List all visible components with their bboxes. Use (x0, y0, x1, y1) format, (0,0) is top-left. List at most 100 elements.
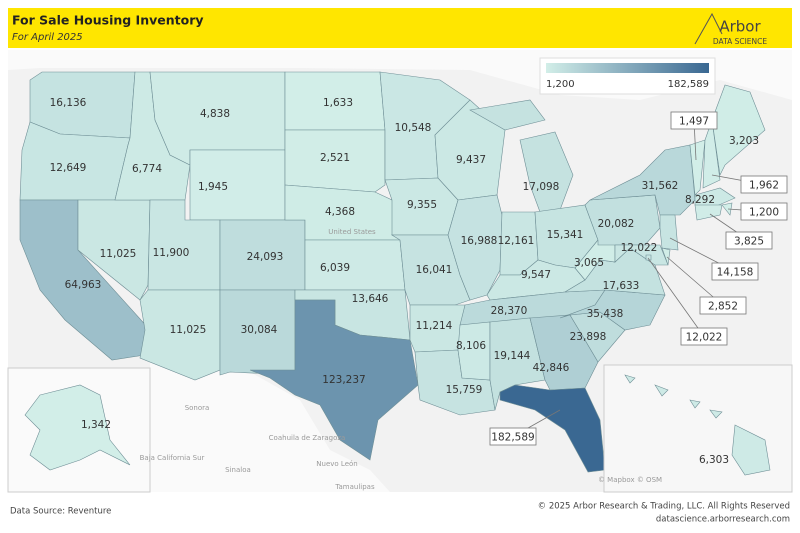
place-label: Tamaulipas (334, 483, 375, 491)
region-label: 35,438 (587, 308, 624, 320)
region-label: 12,161 (498, 235, 535, 247)
region-label: 2,852 (708, 301, 738, 313)
subtitle: For April 2025 (12, 32, 83, 43)
region (661, 247, 671, 266)
region-label: 14,158 (717, 267, 754, 279)
region-label: 1,342 (81, 419, 111, 431)
region-label: 28,370 (491, 305, 528, 317)
header-bar (8, 8, 792, 48)
callout-box (670, 111, 718, 130)
logo: Arbor (719, 18, 761, 36)
region-label: 23,898 (570, 331, 607, 343)
region (624, 374, 771, 476)
region-label: 11,025 (170, 324, 207, 336)
legend-max: 182,589 (668, 79, 709, 90)
callout-line (647, 257, 705, 337)
copyright: © 2025 Arbor Research & Trading, LLC. Al… (538, 502, 790, 512)
region-label: 6,039 (320, 262, 350, 274)
region-label: 9,437 (456, 154, 486, 166)
callout-box (699, 296, 747, 315)
region-label: 13,646 (352, 293, 389, 305)
region-label: 182,589 (491, 432, 534, 444)
region (711, 84, 766, 176)
region-label: 11,025 (100, 248, 137, 260)
region-label: 3,825 (734, 236, 764, 248)
region-label: 2,521 (320, 152, 350, 164)
region-label: 16,988 (461, 235, 498, 247)
region-label: 1,200 (749, 207, 779, 219)
land-south (150, 360, 390, 492)
region (689, 139, 706, 196)
region-label: 1,497 (679, 116, 709, 128)
region-label: 15,759 (446, 384, 483, 396)
region-label: 6,303 (699, 454, 729, 466)
region-label: 12,022 (686, 332, 723, 344)
region (659, 214, 679, 251)
region-label: 4,838 (200, 108, 230, 120)
region (614, 244, 669, 266)
region-label: 12,022 (621, 242, 658, 254)
place-label: Baja California Sur (140, 454, 205, 462)
callout-box (725, 231, 773, 250)
region (24, 384, 131, 471)
region-label: 31,562 (642, 180, 679, 192)
region-label: 9,547 (521, 269, 551, 281)
region-label: 64,963 (65, 279, 102, 291)
region (694, 187, 736, 209)
labels: 16,136 12,649 64,963 11,025 6,774 4,838 1,945 1… (50, 97, 788, 491)
hawaii-inset (603, 364, 793, 493)
region-label: 123,237 (322, 374, 365, 386)
region-label: 1,945 (198, 181, 228, 193)
region-label: 16,136 (50, 97, 87, 109)
callout-box (711, 262, 759, 281)
callout-box (740, 175, 788, 194)
region-label: 1,962 (749, 180, 779, 192)
region-label: 3,065 (574, 257, 604, 269)
region (645, 254, 652, 261)
region-label: 16,041 (416, 264, 453, 276)
region (434, 99, 506, 201)
place-label: Coahuila de Zaragoza (269, 434, 346, 442)
region-label: 24,093 (247, 251, 284, 263)
callout-box (489, 427, 537, 446)
place-label: Sinaloa (225, 466, 251, 474)
region-label: 11,214 (416, 320, 453, 332)
region-label: 20,082 (598, 218, 635, 230)
states (19, 71, 766, 473)
region (249, 299, 419, 461)
region-label: 1,633 (323, 97, 353, 109)
legend-min: 1,200 (546, 79, 575, 90)
callout-box (740, 202, 788, 221)
region-label: 9,355 (407, 199, 437, 211)
region (694, 204, 723, 221)
url: datascience.arborresearch.com (656, 515, 790, 525)
region-label: 11,900 (153, 247, 190, 259)
callout-box (680, 327, 728, 346)
region-label: 15,341 (547, 229, 584, 241)
region-label: 30,084 (241, 324, 278, 336)
region-label: 8,106 (456, 340, 486, 352)
place-label: Nuevo León (316, 460, 357, 468)
region-label: 17,098 (523, 181, 560, 193)
region-label: 42,846 (533, 362, 570, 374)
region-label: 3,203 (729, 135, 759, 147)
region-label: 12,649 (50, 162, 87, 174)
title: For Sale Housing Inventory (12, 13, 204, 28)
region-label: 10,548 (395, 122, 432, 134)
attribution: © Mapbox © OSM (598, 476, 662, 484)
region (559, 289, 666, 331)
place-label: Sonora (185, 404, 210, 412)
source: Data Source: Reventure (10, 507, 111, 517)
region (589, 144, 696, 216)
region-label: 8,292 (685, 194, 715, 206)
legend-gradient (546, 63, 709, 73)
region-label: 19,144 (494, 350, 531, 362)
place-label: United States (328, 228, 376, 236)
logo-sub: DATA SCIENCE (713, 37, 768, 46)
region-label: 6,774 (132, 163, 162, 175)
region (284, 129, 386, 193)
insets (24, 374, 771, 476)
region-label: 17,633 (603, 280, 640, 292)
